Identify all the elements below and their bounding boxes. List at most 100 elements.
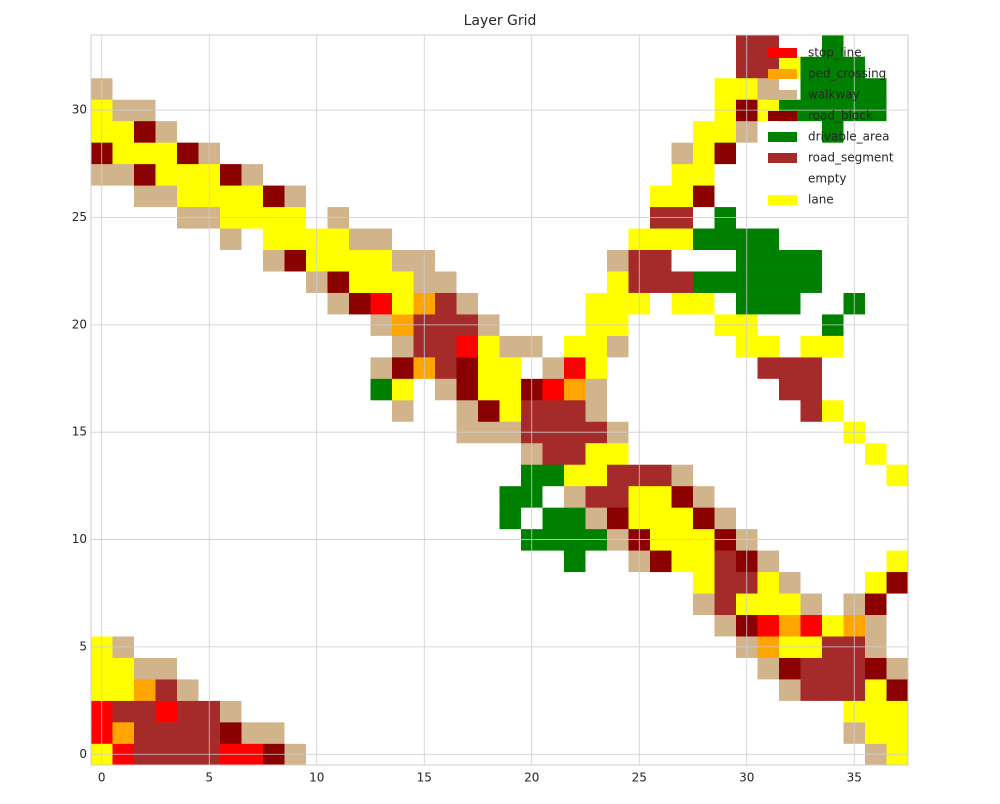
- grid-cell: [650, 163, 672, 186]
- grid-cell: [134, 228, 156, 251]
- grid-cell: [220, 142, 242, 165]
- grid-cell: [779, 571, 801, 594]
- grid-cell: [564, 249, 586, 272]
- grid-cell: [284, 571, 307, 594]
- grid-cell: [435, 550, 457, 573]
- grid-cell: [327, 378, 350, 401]
- grid-cell: [370, 357, 393, 379]
- grid-cell: [220, 271, 242, 293]
- grid-cell: [177, 400, 199, 422]
- grid-cell: [607, 657, 629, 680]
- grid-cell: [435, 142, 457, 165]
- grid-cell: [177, 571, 199, 594]
- grid-cell: [392, 228, 414, 251]
- grid-cell: [263, 571, 285, 594]
- grid-cell: [650, 550, 672, 573]
- legend-label: drivable_area: [808, 130, 889, 144]
- grid-cell: [564, 571, 586, 594]
- grid-cell: [542, 614, 565, 637]
- grid-cell: [370, 249, 393, 272]
- grid-cell: [671, 657, 694, 680]
- grid-cell: [564, 378, 586, 401]
- grid-cell: [284, 35, 307, 57]
- grid-cell: [134, 679, 156, 701]
- grid-cell: [714, 550, 737, 573]
- grid-cell: [693, 185, 715, 208]
- x-tick-label: 25: [632, 771, 647, 785]
- grid-cell: [327, 185, 350, 208]
- grid-cell: [284, 249, 307, 272]
- grid-cell: [241, 56, 264, 79]
- grid-cell: [564, 442, 586, 465]
- grid-cell: [714, 292, 737, 315]
- grid-cell: [134, 357, 156, 379]
- grid-cell: [865, 249, 887, 272]
- grid-cell: [499, 464, 522, 487]
- grid-cell: [865, 228, 887, 251]
- grid-cell: [155, 593, 178, 616]
- grid-cell: [435, 249, 457, 272]
- grid-cell: [370, 593, 393, 616]
- grid-cell: [714, 485, 737, 508]
- grid-cell: [155, 77, 178, 100]
- grid-cell: [865, 614, 887, 637]
- grid-cell: [435, 228, 457, 251]
- grid-cell: [757, 507, 780, 530]
- grid-cell: [155, 464, 178, 487]
- grid-cell: [392, 593, 414, 616]
- grid-cell: [155, 228, 178, 251]
- grid-cell: [155, 442, 178, 465]
- legend-label: empty: [808, 172, 847, 186]
- grid-cell: [757, 593, 780, 616]
- grid-cell: [112, 571, 135, 594]
- grid-cell: [671, 464, 694, 487]
- grid-cell: [800, 657, 823, 680]
- grid-cell: [865, 378, 887, 401]
- grid-cell: [327, 722, 350, 744]
- grid-cell: [349, 249, 371, 272]
- grid-cell: [349, 228, 371, 251]
- grid-cell: [757, 292, 780, 315]
- grid-cell: [693, 700, 715, 723]
- grid-cell: [499, 378, 522, 401]
- grid-cell: [177, 271, 199, 293]
- grid-cell: [564, 614, 586, 637]
- grid-cell: [220, 163, 242, 186]
- grid-cell: [349, 679, 371, 701]
- grid-cell: [822, 657, 844, 680]
- grid-cell: [585, 357, 608, 379]
- grid-cell: [800, 507, 823, 530]
- grid-cell: [886, 507, 909, 530]
- grid-cell: [564, 400, 586, 422]
- grid-cell: [177, 700, 199, 723]
- grid-cell: [177, 378, 199, 401]
- grid-cell: [370, 442, 393, 465]
- grid-cell: [241, 700, 264, 723]
- grid-cell: [542, 507, 565, 530]
- grid-cell: [478, 614, 500, 637]
- grid-cell: [478, 35, 500, 57]
- grid-cell: [564, 700, 586, 723]
- grid-cell: [112, 357, 135, 379]
- grid-cell: [327, 228, 350, 251]
- grid-cell: [392, 35, 414, 57]
- grid-cell: [693, 400, 715, 422]
- grid-cell: [585, 228, 608, 251]
- grid-cell: [542, 249, 565, 272]
- grid-cell: [757, 485, 780, 508]
- grid-cell: [263, 292, 285, 315]
- grid-cell: [263, 614, 285, 637]
- grid-cell: [564, 593, 586, 616]
- grid-cell: [435, 120, 457, 143]
- grid-cell: [263, 357, 285, 379]
- grid-cell: [392, 700, 414, 723]
- grid-cell: [779, 722, 801, 744]
- grid-cell: [134, 56, 156, 79]
- grid-cell: [585, 679, 608, 701]
- grid-cell: [263, 485, 285, 508]
- grid-cell: [585, 271, 608, 293]
- grid-cell: [456, 35, 479, 57]
- grid-cell: [542, 571, 565, 594]
- grid-cell: [241, 77, 264, 100]
- grid-cell: [585, 142, 608, 165]
